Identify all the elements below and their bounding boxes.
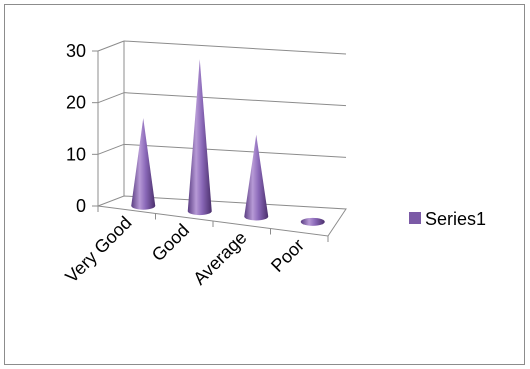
y-tick-label: 10 xyxy=(66,144,86,164)
axes xyxy=(92,41,347,242)
cone-base xyxy=(300,217,325,226)
gridline-back xyxy=(123,92,347,107)
cone-body xyxy=(131,118,156,210)
gridline-side xyxy=(97,40,125,52)
x-tick-label: Good xyxy=(148,220,193,265)
cone-bar xyxy=(300,217,325,226)
cone-bar xyxy=(187,59,212,216)
gridline-back xyxy=(123,143,347,158)
gridline-side xyxy=(97,92,125,104)
x-tick-label: Poor xyxy=(267,235,308,276)
cone-bar xyxy=(244,134,269,221)
legend: Series1 xyxy=(409,209,486,229)
y-tick-label: 30 xyxy=(66,41,86,61)
cone-bar xyxy=(131,118,156,210)
x-tick-label: Very Good xyxy=(61,212,135,286)
legend-label: Series1 xyxy=(425,209,486,229)
y-tick-label: 0 xyxy=(76,196,86,216)
gridline-side xyxy=(97,143,125,155)
x-tick-label: Average xyxy=(189,227,250,288)
gridlines xyxy=(97,40,347,158)
y-axis-tick-labels: 0 10 20 30 xyxy=(66,41,86,216)
legend-swatch xyxy=(409,212,421,224)
cone-body xyxy=(187,59,212,216)
gridline-back xyxy=(123,40,347,55)
cone-body xyxy=(244,134,269,221)
chart-frame xyxy=(4,4,525,365)
cone-series xyxy=(131,59,325,226)
y-tick-label: 20 xyxy=(66,93,86,113)
floor-outline xyxy=(97,195,347,237)
